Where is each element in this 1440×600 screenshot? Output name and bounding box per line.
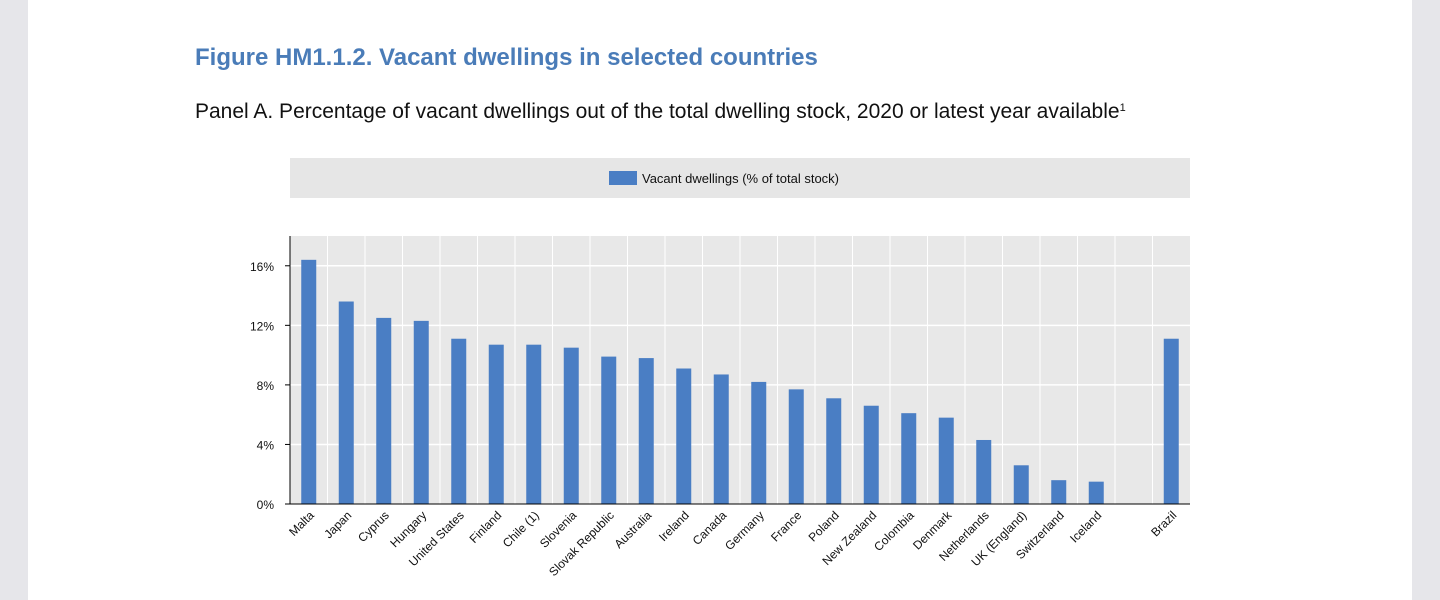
bar-france [788,389,804,504]
bar-cyprus [376,317,392,504]
bar-switzerland [1051,480,1067,504]
bars [301,259,1179,504]
bar-denmark [938,417,954,504]
x-tick-label: France [768,508,805,545]
x-tick-label: Slovak Republic [546,508,617,579]
figure-title: Figure HM1.1.2. Vacant dwellings in sele… [195,44,818,71]
x-tick-label: Ireland [656,508,692,544]
bar-canada [713,374,729,504]
y-tick-label: 8% [257,379,275,393]
bar-malta [301,259,317,504]
bar-colombia [901,413,917,504]
legend-box [290,158,1190,198]
x-tick-label: Brazil [1148,508,1179,539]
y-tick-labels: 0% 4% 8% 12% 16% [250,260,290,512]
bar-new-zealand [863,405,879,504]
vertical-gridlines [327,236,1153,504]
panel-footnote-marker: 1 [1119,102,1126,114]
y-tick-label: 12% [250,319,274,333]
bar-poland [826,398,842,504]
bar-chile-1 [526,344,542,504]
bar-japan [338,301,354,504]
bar-uk-england [1013,465,1029,504]
bar-finland [488,344,504,504]
x-tick-label: Malta [286,508,317,539]
y-tick-label: 0% [257,498,275,512]
legend-swatch [609,171,637,185]
bar-germany [751,381,767,504]
x-tick-label: Cyprus [355,508,392,545]
legend-label: Vacant dwellings (% of total stock) [642,171,839,186]
panel-title-text: Panel A. Percentage of vacant dwellings … [195,100,1120,123]
bar-hungary [413,320,429,504]
bar-united-states [451,338,467,504]
x-tick-label: Poland [806,508,842,544]
bar-slovak-republic [601,356,617,504]
bar-brazil [1163,338,1179,504]
y-tick-label: 16% [250,260,274,274]
x-tick-label: Australia [611,508,654,551]
x-tick-label: Chile (1) [500,508,542,550]
y-tick-label: 4% [257,438,275,452]
horizontal-gridlines [290,265,1190,446]
x-tick-label: Colombia [871,508,917,554]
bar-iceland [1088,481,1104,504]
bar-netherlands [976,439,992,504]
bar-australia [638,358,654,504]
panel-title: Panel A. Percentage of vacant dwellings … [195,100,1126,124]
bar-slovenia [563,347,579,504]
x-tick-label: Japan [321,508,354,541]
x-tick-label: Germany [722,508,767,553]
bar-ireland [676,368,692,504]
x-tick-label: Iceland [1067,508,1104,545]
